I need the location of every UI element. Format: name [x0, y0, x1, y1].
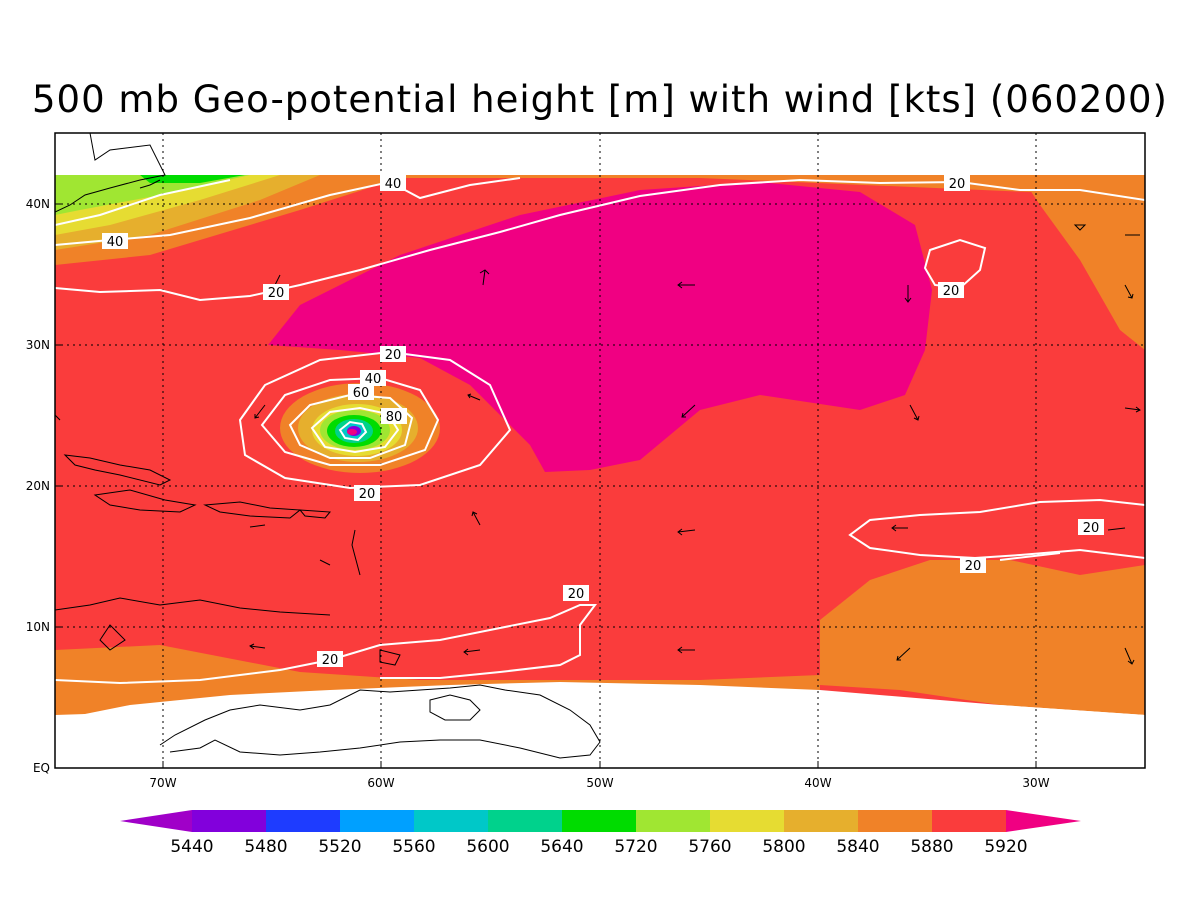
colorbar-label: 5760 [688, 837, 731, 857]
colorbar-label: 5880 [910, 837, 953, 857]
lon-label-50w: 50W [586, 776, 613, 790]
colorbar-segment [340, 810, 414, 832]
graticule [55, 133, 1145, 768]
colorbar-segment [414, 810, 488, 832]
svg-text:80: 80 [386, 410, 403, 425]
colorbar-label: 5520 [318, 837, 361, 857]
contour-label: 20 [354, 485, 380, 502]
lon-label-40w: 40W [804, 776, 831, 790]
colorbar-segment [710, 810, 784, 832]
colorbar-label: 5640 [540, 837, 583, 857]
colorbar-segment [784, 810, 858, 832]
colorbar-segment [858, 810, 932, 832]
svg-text:20: 20 [949, 177, 966, 192]
colorbar-label: 5720 [614, 837, 657, 857]
contour-label: 20 [944, 175, 970, 192]
colorbar-label: 5920 [984, 837, 1027, 857]
wind-contour-labels: 40 40 20 20 20 40 60 80 20 20 20 20 20 2… [102, 175, 1104, 668]
svg-text:20: 20 [385, 348, 402, 363]
contour-label: 20 [380, 346, 406, 363]
svg-text:20: 20 [322, 653, 339, 668]
contour-label: 40 [380, 175, 406, 192]
colorbar-segment [932, 810, 1006, 832]
no-data-south [55, 682, 1145, 768]
contour-label: 40 [102, 233, 128, 250]
lon-label-70w: 70W [149, 776, 176, 790]
lat-label-eq: EQ [33, 761, 50, 775]
contour-label: 20 [960, 557, 986, 574]
colorbar-segment [562, 810, 636, 832]
svg-text:20: 20 [568, 587, 585, 602]
lon-label-30w: 30W [1022, 776, 1049, 790]
height-fill-nw-lime [55, 175, 250, 215]
height-fill-se-orange [820, 560, 1145, 715]
contour-label: 20 [263, 284, 289, 301]
height-fill-nw-green [140, 175, 245, 183]
colorbar-segment [192, 810, 266, 832]
svg-text:20: 20 [943, 284, 960, 299]
svg-text:40: 40 [385, 177, 402, 192]
contour-label: 60 [348, 384, 374, 401]
colorbar-segment [636, 810, 710, 832]
contour-label: 20 [938, 282, 964, 299]
coastlines [55, 133, 1140, 759]
plot-area: 40 40 20 20 20 40 60 80 20 20 20 20 20 2… [55, 133, 1145, 768]
svg-text:20: 20 [268, 286, 285, 301]
height-fill-east-orange [1020, 175, 1145, 350]
svg-text:20: 20 [1083, 521, 1100, 536]
tick-marks [55, 203, 1037, 768]
svg-text:20: 20 [965, 559, 982, 574]
contour-label: 20 [563, 585, 589, 602]
svg-text:20: 20 [359, 487, 376, 502]
colorbar-label: 5800 [762, 837, 805, 857]
colorbar-label: 5560 [392, 837, 435, 857]
contour-label: 20 [1078, 519, 1104, 536]
lat-label-20n: 20N [26, 479, 50, 493]
wind-vectors [55, 269, 1141, 665]
contour-label: 40 [360, 370, 386, 387]
svg-text:40: 40 [365, 372, 382, 387]
low-pressure-center [280, 383, 440, 473]
colorbar-label: 5840 [836, 837, 879, 857]
contour-label: 20 [317, 651, 343, 668]
height-fill-nw-orange [55, 175, 1145, 265]
colorbar-label: 5600 [466, 837, 509, 857]
lat-label-40n: 40N [26, 197, 50, 211]
chart-title: 500 mb Geo-potential height [m] with win… [32, 78, 1168, 121]
colorbar-segment [1006, 810, 1081, 832]
colorbar-label: 5480 [244, 837, 287, 857]
svg-text:60: 60 [353, 386, 370, 401]
colorbar-segment [120, 810, 192, 832]
colorbar-segment [488, 810, 562, 832]
contour-label: 80 [381, 408, 407, 425]
lat-label-30n: 30N [26, 338, 50, 352]
svg-text:40: 40 [107, 235, 124, 250]
lon-label-60w: 60W [367, 776, 394, 790]
colorbar: 5440 5480 5520 5560 5600 5640 5720 5760 5800 5840… [120, 810, 1081, 857]
colorbar-segment [266, 810, 340, 832]
lat-label-10n: 10N [26, 620, 50, 634]
colorbar-label: 5440 [170, 837, 213, 857]
